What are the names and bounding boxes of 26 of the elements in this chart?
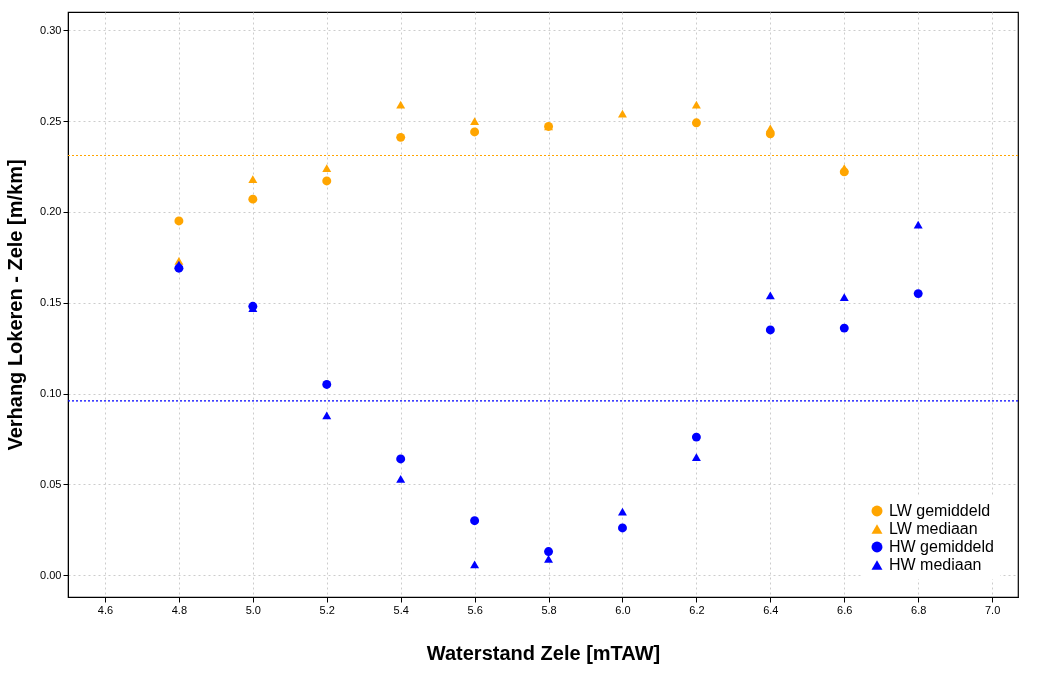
y-axis-title: Verhang Lokeren - Zele [m/km] (4, 159, 27, 451)
x-tick-label: 6.0 (615, 603, 631, 616)
legend-label: HW gemiddeld (889, 538, 994, 555)
y-tick-label: 0.15 (40, 296, 62, 309)
x-tick-label: 6.2 (689, 603, 705, 616)
y-tick-label: 0.05 (40, 477, 62, 490)
x-tick-label: 5.2 (319, 603, 335, 616)
x-tick-label: 4.8 (171, 603, 188, 616)
x-tick-label: 5.6 (467, 603, 483, 616)
x-tick-label: 7.0 (984, 603, 1001, 616)
y-tick-label: 0.20 (40, 205, 62, 218)
y-tick-label: 0.10 (40, 387, 62, 400)
x-tick-label: 6.6 (837, 603, 853, 616)
x-tick-label: 6.4 (763, 603, 779, 616)
x-tick-label: 6.8 (911, 603, 927, 616)
x-axis-title: Waterstand Zele [mTAW] (426, 641, 661, 664)
legend-label: LW gemiddeld (889, 502, 991, 519)
x-tick-label: 5.4 (393, 603, 409, 616)
y-tick-label: 0.25 (40, 114, 62, 127)
x-tick-label: 4.6 (97, 603, 114, 616)
x-tick-label: 5.8 (541, 603, 557, 616)
y-tick-label: 0.00 (40, 568, 62, 581)
y-tick-label: 0.30 (40, 23, 62, 36)
legend-label: HW mediaan (889, 556, 982, 573)
legend-label: LW mediaan (889, 520, 978, 537)
x-tick-label: 5.0 (245, 603, 261, 616)
